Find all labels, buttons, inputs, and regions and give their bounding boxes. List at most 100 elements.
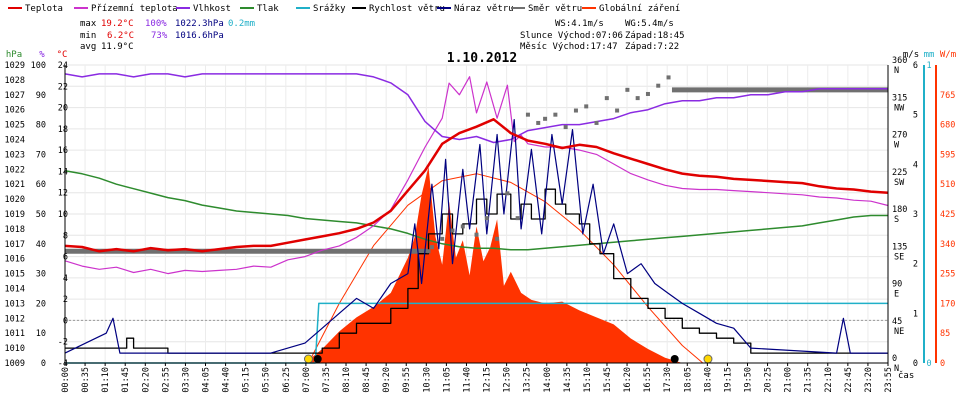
wind-direction-points [303, 75, 713, 364]
legend-label-naraz: Náraz větru [454, 4, 514, 14]
c-tick-label: 14 [58, 167, 68, 177]
info-slunce-zapad: Západ:18:45 [625, 31, 685, 41]
stat-avg-label: avg [80, 42, 96, 52]
wind-direction-point [553, 112, 558, 117]
time-tick-label: 23:55 [884, 367, 894, 393]
pct-tick-label: 70 [36, 150, 46, 160]
ms-tick-label: 3 [913, 210, 918, 220]
time-tick-label: 21:35 [804, 367, 814, 393]
wind-direction-point [666, 75, 671, 80]
time-tick-label: 18:40 [703, 367, 713, 393]
wind-direction-point [426, 249, 431, 254]
moon-marker [313, 355, 322, 363]
hpa-tick-label: 1012 [5, 314, 25, 324]
pct-tick-label: 90 [36, 91, 46, 101]
wind-direction-point [584, 104, 589, 109]
direction-tick-name: E [894, 290, 899, 300]
wind-direction-point [625, 87, 630, 92]
direction-tick-degrees: 135 [892, 242, 907, 252]
sun-marker [703, 354, 713, 364]
legend-label-rychlost: Rychlost větru [369, 4, 445, 14]
direction-tick-degrees: 45 [892, 317, 902, 327]
info-ws: WS:4.1m/s [555, 19, 604, 29]
time-tick-label: 16:20 [623, 367, 633, 393]
c-tick-label: 6 [63, 253, 68, 263]
hpa-tick-label: 1009 [5, 359, 25, 369]
time-tick-label: 22:10 [824, 367, 834, 393]
time-tick-label: 16:55 [643, 367, 653, 393]
c-tick-label: 8 [63, 231, 68, 241]
direction-tick-name: NE [894, 327, 904, 337]
hpa-tick-label: 1026 [5, 106, 25, 116]
time-tick-label: 19:50 [743, 367, 753, 393]
time-tick-label: 21:00 [784, 367, 794, 393]
hpa-axis-title: hPa [6, 50, 22, 60]
direction-tick-name: N [894, 364, 899, 374]
time-tick-label: 04:40 [222, 367, 232, 393]
hpa-tick-label: 1021 [5, 180, 25, 190]
time-tick-label: 02:55 [161, 367, 171, 393]
ms-tick-label: 1 [913, 309, 918, 319]
c-tick-label: 22 [58, 82, 68, 92]
c-tick-label: 4 [63, 274, 68, 284]
wind-direction-point [543, 116, 548, 121]
c-tick-label: 18 [58, 125, 68, 135]
legend: Teplota Přízemní teplota Vlhkost Tlak Srážky… [8, 4, 680, 14]
time-tick-label: 00:35 [81, 367, 91, 393]
ms-tick-label: 4 [913, 160, 918, 170]
direction-tick-degrees: 315 [892, 93, 907, 103]
time-tick-label: 11:40 [462, 367, 472, 393]
mm-tick-label: 0 [926, 359, 931, 369]
time-tick-label: 05:15 [242, 367, 252, 393]
direction-tick-degrees: 0 [892, 354, 897, 364]
wm-tick-label: 680 [940, 121, 955, 131]
c-tick-label: 24 [58, 61, 68, 71]
wind-direction-point [645, 91, 650, 96]
time-tick-label: 18:05 [683, 367, 693, 393]
legend-label-smer: Směr větru [528, 4, 582, 14]
direction-tick-name: SW [894, 178, 905, 188]
c-tick-label: 20 [58, 104, 68, 114]
hpa-tick-label: 1029 [5, 61, 25, 71]
wm-tick-label: 765 [940, 91, 955, 101]
time-tick-label: 14:00 [543, 367, 553, 393]
legend-label-tlak: Tlak [257, 4, 279, 14]
direction-tick-name: N [894, 66, 899, 76]
direction-tick-degrees: 90 [892, 280, 902, 290]
hpa-tick-label: 1028 [5, 76, 25, 86]
direction-tick-name: S [894, 215, 899, 225]
c-tick-label: 12 [58, 189, 68, 199]
wind-direction-point [594, 120, 599, 125]
wind-direction-point [615, 108, 620, 113]
ground-temperature-line [64, 76, 889, 275]
hpa-tick-label: 1023 [5, 150, 25, 160]
wm-tick-label: 170 [940, 299, 955, 309]
time-tick-label: 05:50 [262, 367, 272, 393]
chart-title: 1.10.2012 [447, 51, 517, 66]
info-block: WS:4.1m/s WG:5.4m/s Slunce Východ:07:06 … [520, 19, 685, 52]
hpa-tick-label: 1027 [5, 91, 25, 101]
hpa-tick-label: 1016 [5, 255, 25, 265]
wind-direction-point [495, 236, 500, 241]
pct-tick-label: 10 [36, 329, 46, 339]
wm-tick-label: 0 [940, 359, 945, 369]
c-tick-label: 16 [58, 146, 68, 156]
mm-axis-title: mm [924, 50, 935, 60]
wind-direction-point [536, 120, 541, 125]
hpa-tick-label: 1022 [5, 165, 25, 175]
time-tick-label: 03:30 [181, 367, 191, 393]
radiation-fill [65, 166, 888, 363]
ms-tick-label: 0 [913, 359, 918, 369]
wind-direction-point [440, 236, 445, 241]
moon-marker [670, 355, 679, 363]
time-tick-label: 06:25 [282, 367, 292, 393]
sun-marker [303, 354, 313, 364]
x-axis-title: čas [898, 370, 914, 381]
legend-label-srazky: Srážky [313, 4, 346, 14]
legend-label-prizemni: Přízemní teplota [91, 4, 178, 14]
time-tick-label: 13:25 [523, 367, 533, 393]
time-tick-label: 07:35 [322, 367, 332, 393]
wm-tick-label: 85 [940, 329, 950, 339]
pct-tick-label: 30 [36, 270, 46, 280]
info-slunce: Slunce Východ:07:06 [520, 31, 623, 41]
